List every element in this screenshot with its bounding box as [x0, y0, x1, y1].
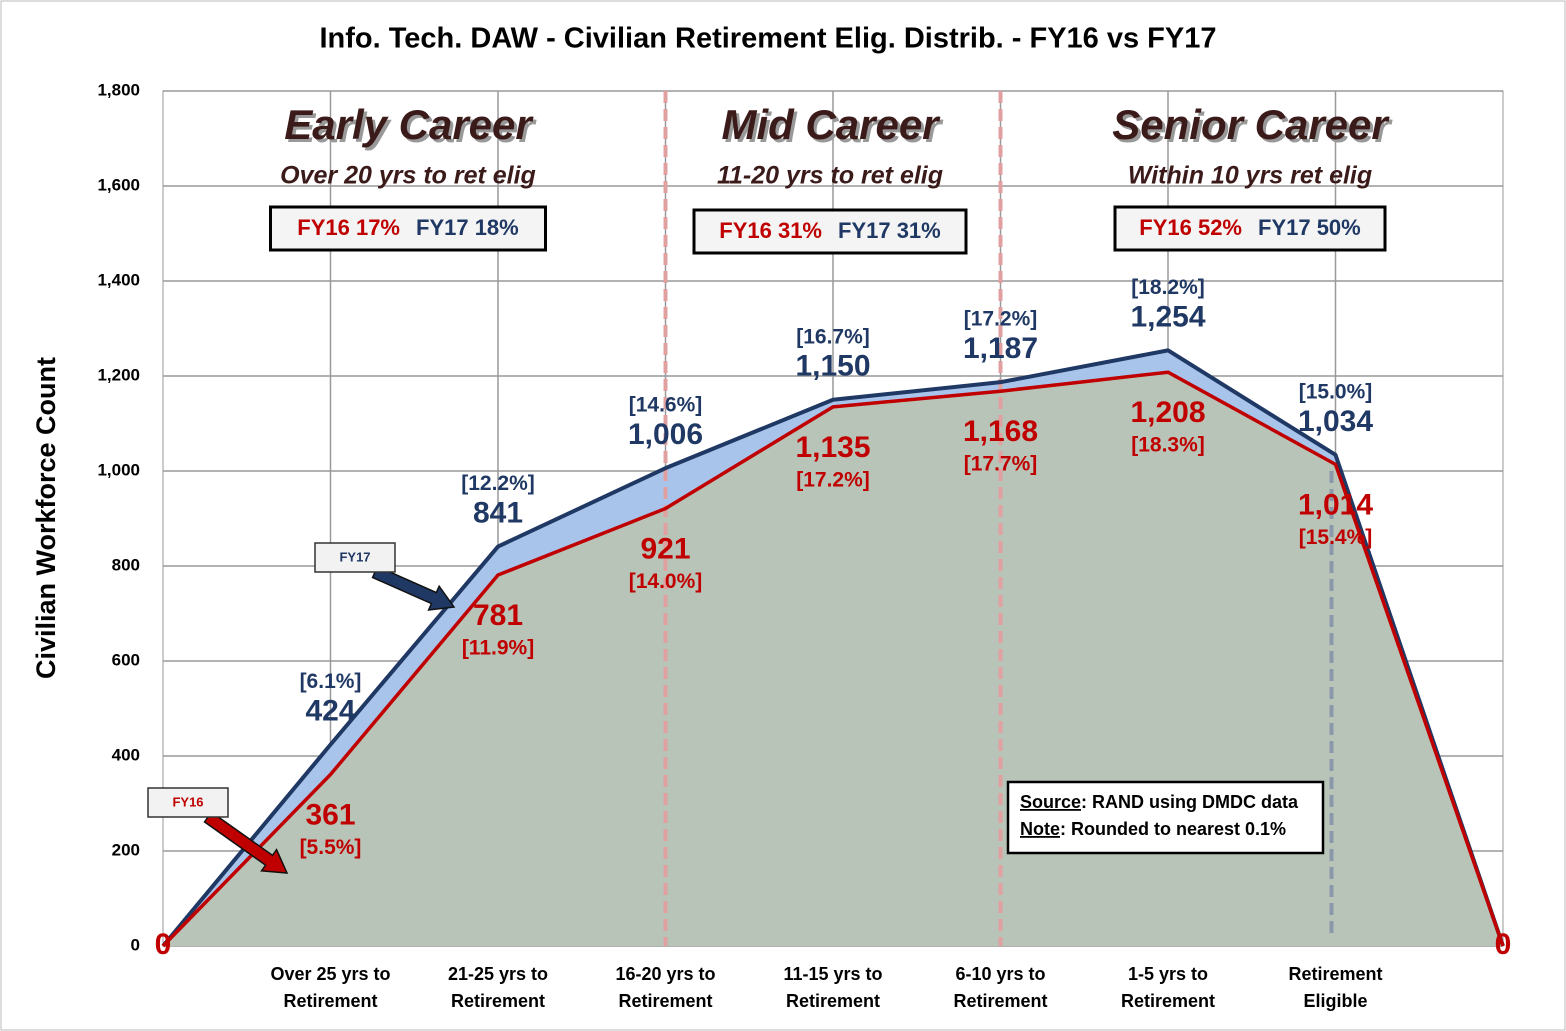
y-tick-label: 1,800: [97, 80, 140, 99]
y-tick-label: 0: [131, 935, 140, 954]
section-title-shadow: Early Career: [287, 104, 537, 151]
share-label: [11.9%]: [462, 637, 534, 660]
data-label: 361: [305, 798, 355, 831]
chart-title: Info. Tech. DAW - Civilian Retirement El…: [319, 23, 1216, 55]
legend-label: FY16: [172, 794, 203, 809]
share-label: [17.2%]: [796, 468, 870, 491]
legend-box: [147, 787, 229, 818]
section-title: Senior Career: [1112, 101, 1390, 148]
y-tick-label: 200: [112, 840, 140, 859]
share-box-fy16: FY16 52%: [1139, 215, 1242, 240]
x-tick-label: 6-10 yrs to Retirement: [953, 964, 1048, 1011]
section-title: Mid Career: [721, 101, 941, 148]
x-tick-label: Over 25 yrs to Retirement: [270, 964, 391, 1011]
y-tick-label: 600: [112, 650, 140, 669]
share-label: [14.6%]: [629, 394, 703, 417]
share-label: [15.4%]: [1299, 526, 1373, 549]
share-label: [17.7%]: [964, 453, 1038, 476]
data-label: 0: [155, 928, 172, 961]
share-label: [5.5%]: [300, 836, 362, 859]
share-label: [15.0%]: [1299, 380, 1373, 403]
share-box-fy17: FY17 18%: [416, 215, 519, 240]
legend-arrow: [371, 565, 456, 611]
source-box: [1006, 780, 1325, 855]
data-label: 1,187: [963, 332, 1038, 365]
share-label: [6.1%]: [300, 670, 362, 693]
share-label: [12.2%]: [461, 472, 535, 495]
data-label: 841: [473, 496, 523, 529]
x-tick-label: Retirement Eligible: [1288, 964, 1383, 1011]
share-label: [16.7%]: [796, 325, 870, 348]
share-box-fy17: FY17 31%: [838, 218, 941, 243]
y-tick-label: 400: [112, 745, 140, 764]
arrow-shape: [203, 811, 289, 874]
share-label: [14.0%]: [629, 570, 703, 593]
x-tick-label: 21-25 yrs to Retirement: [447, 964, 549, 1011]
data-label: 781: [473, 599, 523, 632]
y-tick-label: 1,600: [97, 175, 140, 194]
series-line: [161, 370, 1505, 948]
section-subtitle: Within 10 yrs ret elig: [1128, 162, 1372, 190]
share-label: [17.2%]: [964, 308, 1038, 331]
data-label: 424: [305, 695, 355, 728]
y-tick-label: 1,400: [97, 270, 140, 289]
y-axis-label: Civilian Workforce Count: [31, 357, 61, 679]
share-box: [692, 208, 968, 255]
share-label: [18.2%]: [1131, 276, 1205, 299]
share-box-fy17: FY17 50%: [1258, 215, 1361, 240]
series-line: [161, 348, 1505, 948]
section-title: Early Career: [284, 101, 534, 148]
note-label: Note: [1020, 819, 1060, 839]
source-note: Note: Rounded to nearest 0.1%: [1020, 819, 1286, 839]
share-box: [1113, 205, 1387, 252]
y-tick-label: 800: [112, 555, 140, 574]
section-subtitle: Over 20 yrs to ret elig: [280, 162, 536, 190]
data-label: 1,208: [1130, 396, 1205, 429]
legend-label: FY17: [339, 549, 370, 564]
section-title-shadow: Senior Career: [1115, 104, 1393, 151]
data-label: 1,034: [1298, 405, 1373, 438]
share-box: [269, 205, 547, 252]
y-tick-label: 1,000: [97, 460, 140, 479]
data-label: 921: [640, 532, 690, 565]
data-label: 1,135: [795, 431, 870, 464]
legend-arrow: [203, 811, 289, 874]
data-label: 1,254: [1130, 300, 1205, 333]
section-title-shadow: Mid Career: [724, 104, 944, 151]
legend-box: [314, 542, 396, 573]
x-tick-label: 11-15 yrs to Retirement: [783, 964, 883, 1011]
source-note: Source: RAND using DMDC data: [1020, 792, 1299, 812]
share-box-fy16: FY16 17%: [297, 215, 400, 240]
data-label: 1,150: [795, 350, 870, 383]
data-label: 1,006: [628, 418, 703, 451]
x-tick-label: 1-5 yrs to Retirement: [1120, 964, 1216, 1011]
arrow-shape: [371, 565, 456, 611]
section-subtitle: 11-20 yrs to ret elig: [717, 162, 943, 190]
data-label: 1,168: [963, 415, 1038, 448]
share-label: [18.3%]: [1131, 434, 1205, 457]
source-label: Source: [1020, 792, 1081, 812]
share-box-fy16: FY16 31%: [719, 218, 822, 243]
note-text: : Rounded to nearest 0.1%: [1060, 819, 1286, 839]
data-label: 1,014: [1298, 488, 1373, 521]
y-tick-label: 1,200: [97, 365, 140, 384]
data-label: 0: [1495, 928, 1512, 961]
source-text: : RAND using DMDC data: [1081, 792, 1299, 812]
x-tick-label: 16-20 yrs to Retirement: [615, 964, 716, 1011]
